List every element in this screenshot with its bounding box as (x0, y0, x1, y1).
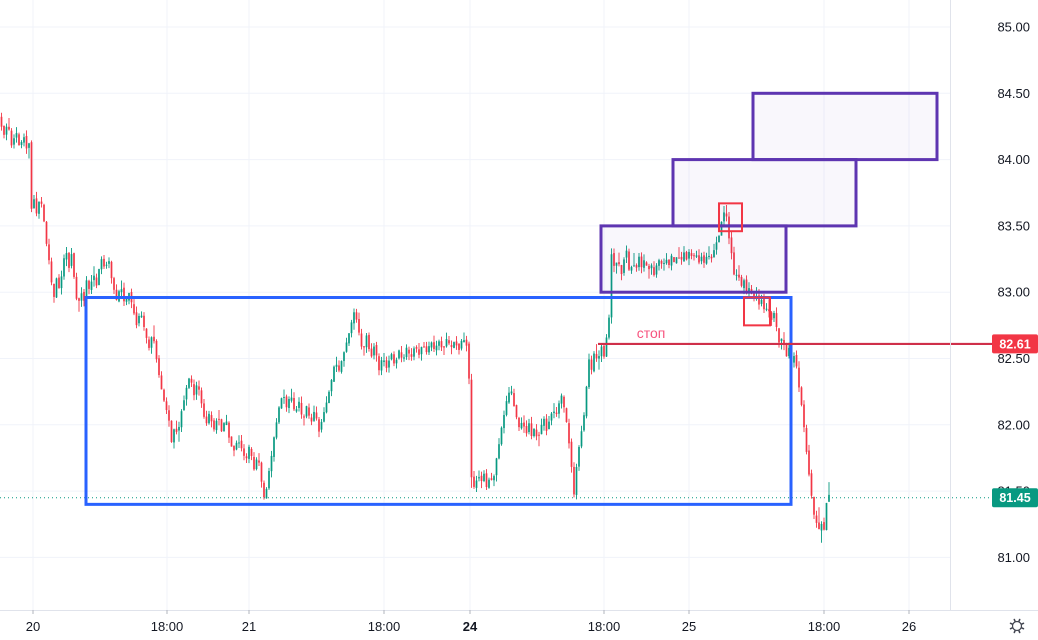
stop-line-group[interactable]: стоп (598, 325, 993, 346)
price-badges: 82.61 81.45 (992, 334, 1038, 508)
time-axis-label[interactable]: 18:00 (808, 619, 841, 634)
price-axis-label[interactable]: 82.50 (997, 351, 1030, 366)
last-price-badge-text: 81.45 (999, 491, 1030, 505)
stop-price-badge: 82.61 (992, 334, 1038, 354)
stop-label[interactable]: стоп (637, 325, 666, 341)
price-axis-label[interactable]: 82.00 (997, 417, 1030, 432)
last-price-badge-bg (992, 488, 1038, 508)
last-price-badge: 81.45 (992, 488, 1038, 508)
purple-zone-lower[interactable] (599, 224, 788, 294)
time-axis-label[interactable]: 26 (902, 619, 916, 634)
time-axis-label[interactable]: 18:00 (368, 619, 401, 634)
gear-icon[interactable] (1009, 618, 1025, 634)
red-box-top[interactable] (718, 202, 743, 233)
price-axis-label[interactable]: 85.00 (997, 20, 1030, 35)
price-axis-label[interactable]: 83.00 (997, 285, 1030, 300)
price-axis-label[interactable]: 83.50 (997, 218, 1030, 233)
purple-zone-upper[interactable] (751, 91, 939, 162)
red-box-bottom[interactable] (743, 296, 771, 327)
drawing-rectangles (84, 91, 939, 506)
time-axis-label[interactable]: 25 (682, 619, 696, 634)
price-axis-label[interactable]: 84.50 (997, 86, 1030, 101)
purple-zone-middle[interactable] (671, 158, 858, 228)
time-axis-label[interactable]: 24 (463, 619, 478, 634)
blue-range-box[interactable] (84, 296, 793, 506)
gridlines (0, 0, 950, 610)
time-axis-label[interactable]: 20 (26, 619, 40, 634)
time-axis-label[interactable]: 21 (242, 619, 256, 634)
stop-price-badge-text: 82.61 (999, 337, 1030, 351)
price-axis-label[interactable]: 81.00 (997, 550, 1030, 565)
time-axis-label[interactable]: 18:00 (151, 619, 184, 634)
time-axis-label[interactable]: 18:00 (588, 619, 621, 634)
stop-price-badge-bg (992, 334, 1038, 354)
candles (0, 112, 830, 543)
price-axis-label[interactable]: 84.00 (997, 152, 1030, 167)
